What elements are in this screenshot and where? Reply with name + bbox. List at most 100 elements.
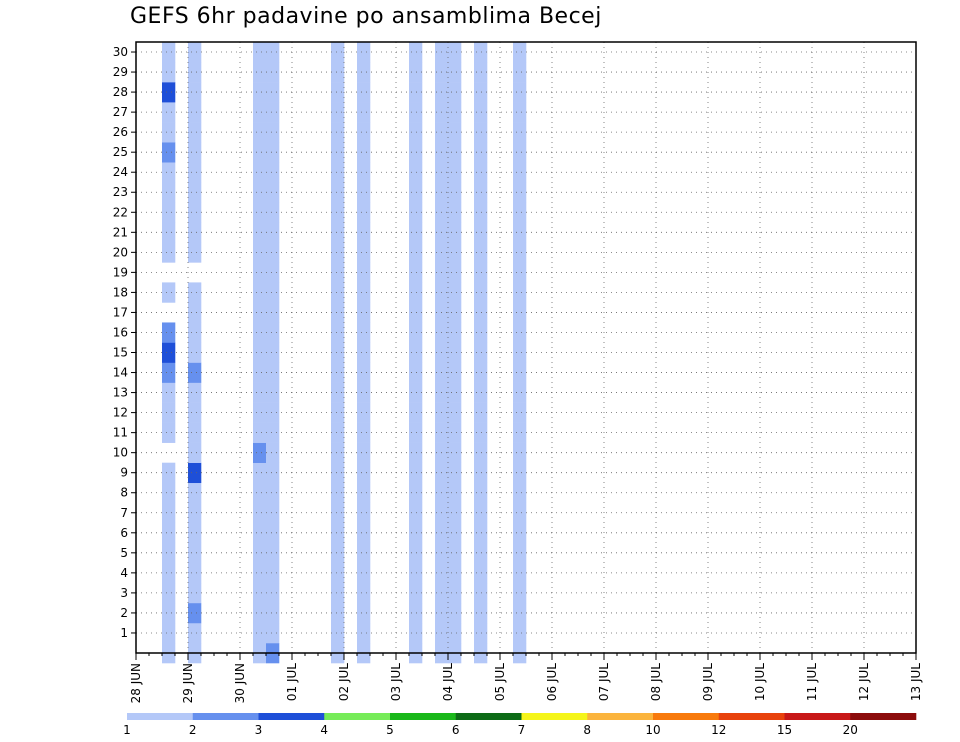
heatmap-cell: [266, 342, 280, 363]
heatmap-cell: [253, 162, 267, 183]
colorbar-swatch: [653, 713, 720, 720]
y-tick-label: 23: [113, 185, 128, 199]
heatmap-cell: [448, 462, 462, 484]
heatmap-cell: [474, 382, 488, 403]
heatmap-cell: [513, 482, 527, 504]
y-tick-label: 19: [113, 265, 128, 279]
y-tick-label: 2: [120, 606, 128, 620]
heatmap-cell: [513, 322, 527, 343]
colorbar-swatch: [718, 713, 785, 720]
heatmap-cell: [409, 482, 423, 504]
heatmap-cell: [162, 542, 176, 564]
heatmap-cell: [357, 142, 371, 163]
x-tick-label: 30 JUN: [233, 663, 247, 703]
colorbar-legend: 1 2 3 4 5 6 7 8 10 12 15 20: [123, 713, 917, 737]
heatmap-cell: [513, 382, 527, 403]
heatmap-cell: [513, 242, 527, 263]
heatmap-cell: [162, 482, 176, 504]
heatmap-cell: [162, 402, 176, 423]
heatmap-cell: [188, 182, 202, 203]
heatmap-cell: [331, 622, 345, 644]
colorbar-label: 7: [518, 723, 526, 737]
heatmap-cell: [448, 202, 462, 223]
heatmap-cell: [409, 422, 423, 443]
heatmap-cell: [474, 262, 488, 283]
heatmap-cell: [266, 402, 280, 423]
heatmap-cell: [253, 462, 267, 484]
heatmap-cell: [513, 502, 527, 524]
heatmap-cell: [357, 602, 371, 624]
heatmap-cell: [474, 82, 488, 103]
heatmap-cell: [253, 102, 267, 123]
heatmap-cell: [266, 622, 280, 644]
heatmap-cell: [474, 622, 488, 644]
heatmap-cell: [162, 622, 176, 644]
heatmap-cell: [513, 142, 527, 163]
heatmap-cell: [266, 122, 280, 143]
x-tick-label: 29 JUN: [181, 663, 195, 703]
heatmap-cell: [162, 562, 176, 584]
heatmap-cell: [357, 522, 371, 544]
y-tick-label: 3: [120, 586, 128, 600]
y-tick-label: 7: [120, 506, 128, 520]
colorbar-label: 3: [255, 723, 263, 737]
heatmap-cell: [188, 102, 202, 123]
y-tick-label: 17: [113, 305, 128, 319]
heatmap-cell: [357, 402, 371, 423]
x-tick-label: 09 JUL: [701, 663, 715, 701]
heatmap-cell: [448, 62, 462, 83]
heatmap-cell: [162, 382, 176, 403]
heatmap-cell: [331, 402, 345, 423]
heatmap-cell: [331, 342, 345, 363]
heatmap-cell: [266, 282, 280, 303]
heatmap-cell: [188, 42, 202, 63]
heatmap-cell: [253, 142, 267, 163]
colorbar-label: 10: [645, 723, 660, 737]
heatmap-cell: [188, 582, 202, 604]
colorbar-swatch: [587, 713, 654, 720]
heatmap-cell: [357, 242, 371, 263]
heatmap-cell: [253, 522, 267, 544]
heatmap-cell: [513, 282, 527, 303]
y-tick-label: 27: [113, 105, 128, 119]
heatmap-cell: [266, 522, 280, 544]
x-tick-label: 28 JUN: [129, 663, 143, 703]
colorbar-label: 15: [777, 723, 792, 737]
heatmap-cell: [357, 122, 371, 143]
heatmap-cell: [253, 422, 267, 443]
heatmap-cell: [253, 502, 267, 524]
heatmap-cell: [357, 442, 371, 463]
heatmap-cell: [409, 602, 423, 624]
heatmap-cell: [331, 582, 345, 604]
heatmap-cell: [188, 122, 202, 143]
y-tick-label: 16: [113, 325, 128, 339]
heatmap-cell: [448, 302, 462, 323]
heatmap-cell: [188, 422, 202, 443]
colorbar-swatch: [192, 713, 259, 720]
heatmap-cell: [409, 142, 423, 163]
heatmap-cell: [448, 342, 462, 363]
heatmap-cell: [266, 462, 280, 484]
y-tick-label: 14: [113, 366, 128, 380]
heatmap-cell: [474, 462, 488, 484]
colorbar-label: 2: [189, 723, 197, 737]
heatmap-cell: [253, 562, 267, 584]
heatmap-cell: [331, 502, 345, 524]
heatmap-cell: [188, 442, 202, 463]
heatmap-cell: [253, 622, 267, 644]
heatmap-cell: [188, 242, 202, 263]
heatmap-cell: [331, 102, 345, 123]
colorbar-swatch: [258, 713, 325, 720]
heatmap-cell: [357, 262, 371, 283]
heatmap-cell: [448, 222, 462, 243]
heatmap-cell: [474, 342, 488, 363]
heatmap-cell: [448, 542, 462, 564]
heatmap-cell: [162, 182, 176, 203]
heatmap-cell: [474, 42, 488, 63]
heatmap-cell: [253, 342, 267, 363]
heatmap-cell: [188, 142, 202, 163]
heatmap-cell: [331, 262, 345, 283]
heatmap-cell: [513, 602, 527, 624]
heatmap-cell: [331, 42, 345, 63]
heatmap-cell: [357, 82, 371, 103]
